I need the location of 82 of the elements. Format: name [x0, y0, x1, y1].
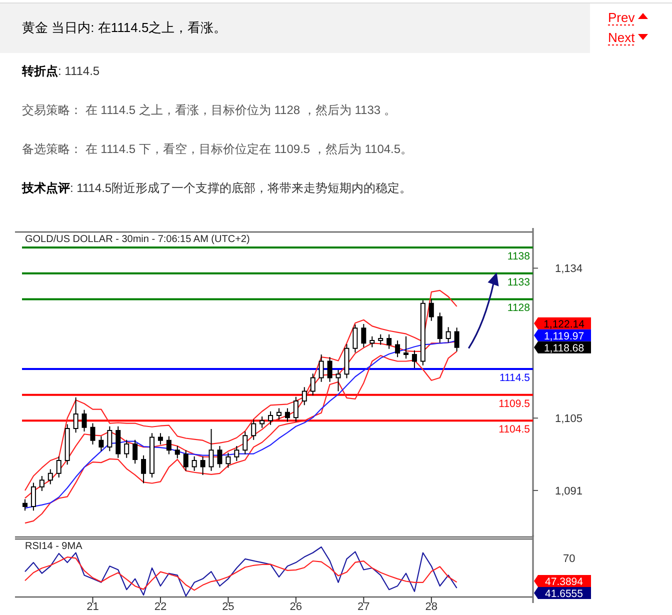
x-tick-label: 22 — [154, 601, 167, 613]
text: 70 — [563, 553, 576, 565]
candlestick — [30, 482, 36, 512]
candlestick — [56, 456, 62, 478]
candlestick — [124, 439, 130, 458]
text: 41.6555 — [545, 588, 584, 600]
candlestick — [386, 334, 392, 350]
candlestick — [268, 410, 274, 426]
text: 47.3894 — [545, 576, 584, 588]
candlestick — [260, 416, 265, 428]
x-tick-label: 21 — [86, 601, 99, 613]
candlestick — [73, 396, 78, 434]
text: Next — [608, 30, 636, 45]
ref-line-label: 1138 — [507, 250, 530, 263]
ref-line-label: 1109.5 — [498, 398, 530, 410]
x-tick-label: 27 — [358, 601, 370, 613]
chart-title: GOLD/US DOLLAR - 30min - 7:06:15 AM (UTC+2) — [25, 234, 250, 245]
candlestick — [284, 408, 290, 422]
candlestick — [318, 354, 324, 382]
text: 黄金 当日内: 在1114.5之上，看涨。 — [22, 20, 227, 35]
candlestick — [183, 450, 188, 472]
candlestick — [158, 432, 163, 445]
text: 交易策略： 在 1114.5 之上，看涨，目标价位为 1128 ，然后为 1133 。 — [22, 103, 396, 117]
candlestick — [310, 373, 316, 396]
text: 转折点: 1114.5 — [21, 64, 100, 78]
candlestick — [132, 439, 138, 464]
candlestick — [327, 356, 332, 382]
chart-title: RSI14 - 9MA — [25, 541, 83, 552]
candlestick — [200, 456, 206, 476]
ref-line-label: 1114.5 — [499, 372, 530, 384]
candlestick — [234, 446, 240, 462]
candlestick — [166, 436, 172, 455]
candlestick — [302, 386, 307, 406]
candlestick — [344, 344, 350, 379]
candlestick — [192, 456, 197, 472]
candlestick — [174, 446, 180, 459]
candlestick — [336, 370, 341, 392]
candlestick — [90, 422, 96, 445]
candlestick — [420, 300, 426, 366]
candlestick — [395, 340, 400, 358]
x-tick-label: 25 — [222, 601, 234, 613]
candlestick — [208, 428, 214, 472]
candlestick — [412, 350, 417, 368]
ref-line-label: 1104.5 — [498, 424, 530, 436]
x-tick-label: 28 — [425, 601, 438, 613]
candlestick — [437, 312, 442, 344]
candlestick — [378, 334, 384, 346]
candlestick — [352, 324, 358, 353]
candlestick — [404, 336, 408, 360]
text: 1,119.97 — [544, 330, 584, 342]
candlestick — [82, 409, 87, 432]
y-tick-label: 1,105 — [555, 413, 583, 426]
candlestick — [217, 446, 222, 468]
candlestick — [276, 408, 282, 420]
candlestick — [107, 426, 112, 452]
candlestick — [251, 419, 256, 440]
candlestick — [116, 426, 121, 458]
candlestick — [39, 476, 44, 492]
text: 备选策略： 在 1114.5 下，看空，目标价位定在 1109.5 ，然后为 1104.5。 — [22, 142, 413, 156]
candlestick — [454, 327, 460, 352]
candlestick — [370, 336, 375, 348]
text: 技术点评: 1114.5附近形成了一个支撑的底部，将带来走势短期内的稳定。 — [21, 181, 412, 195]
text: Prev — [608, 10, 636, 25]
candlestick — [428, 298, 434, 322]
candlestick — [98, 436, 104, 452]
candlestick — [446, 326, 451, 344]
ref-line-label: 1133 — [507, 276, 530, 288]
text: 1,118.68 — [544, 342, 584, 354]
candlestick — [242, 431, 248, 455]
ref-line-label: 1128 — [507, 302, 530, 314]
candlestick — [22, 498, 28, 512]
candlestick — [226, 452, 231, 468]
y-tick-label: 1,091 — [555, 485, 583, 498]
candlestick — [48, 468, 53, 485]
text: 1,122.14 — [544, 318, 585, 330]
candlestick — [64, 424, 70, 466]
y-tick-label: 1,134 — [555, 263, 583, 276]
candlestick — [150, 432, 154, 478]
candlestick — [361, 324, 366, 348]
candlestick — [141, 454, 146, 484]
candlestick — [293, 396, 298, 422]
x-tick-label: 26 — [290, 601, 302, 613]
